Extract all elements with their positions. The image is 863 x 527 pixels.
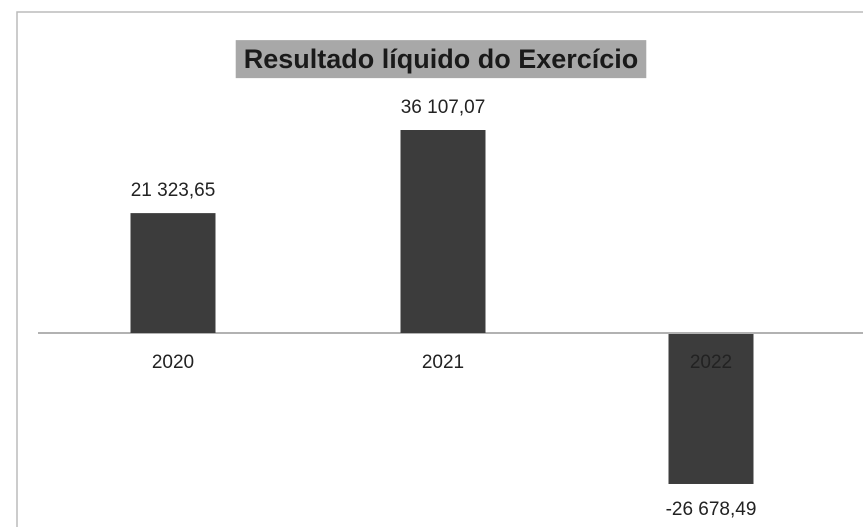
chart-title: Resultado líquido do Exercício [244, 44, 639, 74]
value-label: -26 678,49 [666, 499, 757, 520]
bar [130, 213, 216, 333]
bar [668, 334, 754, 484]
value-label: 21 323,65 [131, 180, 216, 201]
x-tick-label: 2021 [422, 352, 464, 373]
bar [400, 130, 486, 333]
x-tick-label: 2020 [152, 352, 194, 373]
title-background [235, 40, 647, 79]
x-tick-label: 2022 [690, 352, 732, 373]
value-label: 36 107,07 [401, 97, 486, 118]
